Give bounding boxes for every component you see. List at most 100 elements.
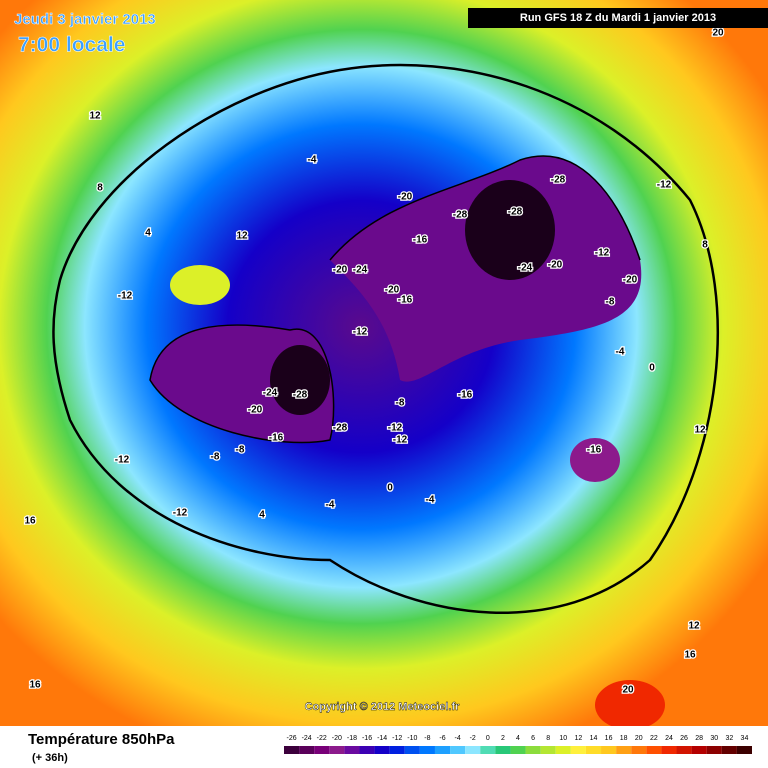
contour-label: 12 <box>694 425 706 436</box>
scale-swatch <box>721 746 737 754</box>
scale-swatch <box>646 746 662 754</box>
contour-label: -4 <box>326 500 335 511</box>
copyright: Copyright © 2012 Meteociel.fr <box>305 701 461 713</box>
contour-label: -12 <box>118 291 133 302</box>
scale-label: 28 <box>695 735 703 742</box>
contour-label: 8 <box>702 240 708 251</box>
contour-label: -12 <box>657 180 672 191</box>
scale-label: -10 <box>407 735 417 742</box>
scale-swatch <box>661 746 677 754</box>
scale-label: 16 <box>605 735 613 742</box>
scale-swatch <box>525 746 541 754</box>
scale-label: 26 <box>680 735 688 742</box>
scale-label: -20 <box>332 735 342 742</box>
scale-swatch <box>691 746 707 754</box>
run-banner <box>468 8 768 28</box>
color-scale: -26 -24 -22 -20 -18 -16 -14 -12 -10 -8 -6 -4 -2 0 2 4 6 8… <box>284 735 752 754</box>
run-info: Run GFS 18 Z du Mardi 1 janvier 2013 <box>520 12 716 24</box>
scale-label: -24 <box>302 735 312 742</box>
scale-swatch <box>465 746 481 754</box>
contour-label: 4 <box>259 510 265 521</box>
scale-swatch <box>495 746 511 754</box>
zero-isotherm <box>52 63 719 614</box>
scale-swatch <box>736 746 752 754</box>
contour-label: 4 <box>145 228 151 239</box>
scale-label: -12 <box>392 735 402 742</box>
contour-label: -28 <box>293 390 308 401</box>
contour-label: -20 <box>398 192 413 203</box>
contour-label: -4 <box>426 495 435 506</box>
scale-label: -18 <box>347 735 357 742</box>
scale-swatch <box>284 746 300 754</box>
scale-label: 6 <box>531 735 535 742</box>
contour-label: -4 <box>308 155 317 166</box>
scale-label: 22 <box>650 735 658 742</box>
warm-patch <box>595 680 665 730</box>
contour-label: -12 <box>393 435 408 446</box>
contour-label: -16 <box>398 295 413 306</box>
contour-label: -20 <box>623 275 638 286</box>
scale-label: 30 <box>710 735 718 742</box>
scale-label: 32 <box>725 735 733 742</box>
contour-label: -12 <box>595 248 610 259</box>
contour-label: -28 <box>333 423 348 434</box>
contour-label: 20 <box>622 685 634 696</box>
contour-label: 20 <box>712 28 724 39</box>
forecast-time: 7:00 locale <box>18 34 125 57</box>
scale-swatch <box>585 746 602 754</box>
contour-label: -12 <box>388 423 403 434</box>
contour-label: -12 <box>173 508 188 519</box>
contour-label: -24 <box>353 265 368 276</box>
contour-label: -20 <box>333 265 348 276</box>
footer-title: Température 850hPa <box>28 731 175 748</box>
contour-label: -28 <box>551 175 566 186</box>
scale-swatch <box>299 746 315 754</box>
scale-swatch <box>389 746 405 754</box>
scale-label: 24 <box>665 735 673 742</box>
scale-swatch <box>601 746 617 754</box>
contour-label: -8 <box>396 398 405 409</box>
scale-swatch <box>404 746 420 754</box>
contour-label: 12 <box>688 621 700 632</box>
scale-swatch <box>570 746 586 754</box>
scale-swatch <box>450 746 466 754</box>
scale-swatch <box>706 746 722 754</box>
contour-label: -4 <box>616 347 625 358</box>
contour-label: -12 <box>353 327 368 338</box>
scale-label: -14 <box>377 735 387 742</box>
contour-label: 12 <box>236 231 248 242</box>
scale-swatch <box>344 746 360 754</box>
lead-time: (+ 36h) <box>32 752 68 764</box>
contour-label: -8 <box>211 452 220 463</box>
scale-label: 34 <box>741 735 749 742</box>
cold-core <box>465 180 555 280</box>
scale-label: 10 <box>559 735 567 742</box>
scale-label: 18 <box>620 735 628 742</box>
scale-swatch <box>676 746 692 754</box>
contour-label: -16 <box>269 433 284 444</box>
contour-label: 0 <box>649 363 655 374</box>
forecast-date: Jeudi 3 janvier 2013 <box>14 11 156 28</box>
scale-swatch <box>510 746 526 754</box>
contour-label: -28 <box>453 210 468 221</box>
scale-swatch <box>555 746 571 754</box>
scale-swatch <box>631 746 647 754</box>
contour-labels: -28-28-28 -28-28-24-24 -24-20-20-20-20-20-… <box>23 26 725 697</box>
contour-label: -20 <box>548 260 563 271</box>
contour-label: 16 <box>24 516 36 527</box>
contour-label: -16 <box>458 390 473 401</box>
scale-label: -2 <box>470 735 476 742</box>
scale-label: 12 <box>574 735 582 742</box>
scale-label: 4 <box>516 735 520 742</box>
contour-label: -12 <box>115 455 130 466</box>
scale-swatch <box>540 746 556 754</box>
contour-label: 16 <box>29 680 41 691</box>
contour-label: -24 <box>263 388 278 399</box>
scale-label: 20 <box>635 735 643 742</box>
contour-label: -8 <box>606 297 615 308</box>
scale-label: -16 <box>362 735 372 742</box>
scale-swatch <box>359 746 375 754</box>
contour-label: -20 <box>385 285 400 296</box>
map-field <box>0 0 768 726</box>
